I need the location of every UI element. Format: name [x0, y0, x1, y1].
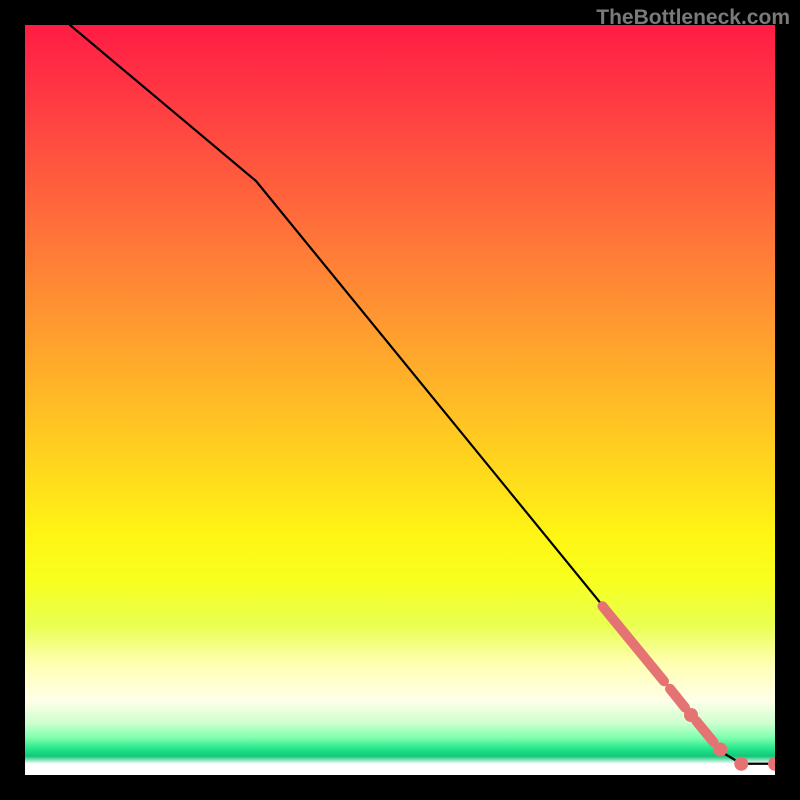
- data-segment: [696, 721, 713, 742]
- data-point: [713, 743, 727, 757]
- data-segment: [670, 689, 685, 708]
- main-curve: [70, 25, 775, 764]
- data-point: [734, 757, 748, 771]
- data-point: [768, 757, 775, 771]
- curve-layer: [25, 25, 775, 775]
- watermark-text: TheBottleneck.com: [596, 6, 790, 30]
- plot-area: [25, 25, 775, 775]
- data-segment: [603, 606, 665, 681]
- chart-container: TheBottleneck.com: [0, 0, 800, 800]
